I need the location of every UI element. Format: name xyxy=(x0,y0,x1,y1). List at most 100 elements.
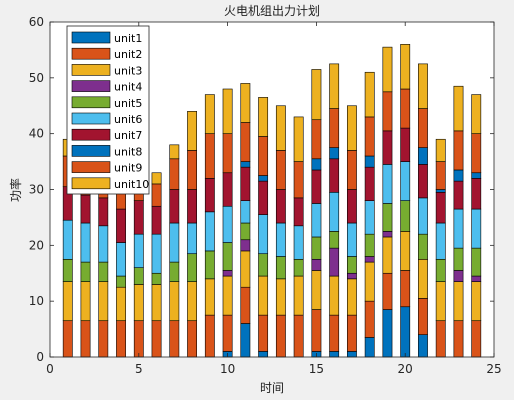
bar-segment-unit6-x16 xyxy=(329,191,340,232)
bar-segment-unit2-x16 xyxy=(329,314,340,352)
legend-label-unit8: unit8 xyxy=(114,145,142,158)
bar-segment-unit9-x14 xyxy=(293,161,304,199)
bar-segment-unit5-x11 xyxy=(240,222,251,241)
bar-segment-unit2-x7 xyxy=(169,320,180,358)
bar-segment-unit3-x5 xyxy=(133,284,144,322)
bar-segment-unit6-x6 xyxy=(151,233,162,274)
y-tick-label: 40 xyxy=(29,127,44,141)
bar-segment-unit3-x20 xyxy=(400,231,411,271)
legend-swatch-unit4 xyxy=(71,80,111,92)
bar-segment-unit2-x4 xyxy=(116,320,126,358)
bar-segment-unit10-x17 xyxy=(346,105,357,151)
bar-segment-unit2-x8 xyxy=(187,320,198,358)
bar-segment-unit7-x22 xyxy=(435,191,446,224)
bar-segment-unit10-x23 xyxy=(453,85,464,132)
bar-segment-unit3-x3 xyxy=(98,281,109,322)
bar-segment-unit2-x23 xyxy=(453,320,464,358)
bar-segment-unit2-x17 xyxy=(346,314,357,352)
legend-label-unit1: unit1 xyxy=(114,32,142,45)
bar-segment-unit5-x1 xyxy=(62,258,73,282)
bar-segment-unit10-x15 xyxy=(311,69,322,121)
bar-segment-unit9-x8 xyxy=(187,150,198,190)
bar-segment-unit9-x22 xyxy=(435,161,446,190)
bar-segment-unit9-x12 xyxy=(258,136,269,176)
bar-segment-unit7-x20 xyxy=(400,127,411,162)
bar-segment-unit3-x24 xyxy=(471,281,482,322)
bar-segment-unit6-x12 xyxy=(258,214,269,255)
bar-segment-unit6-x20 xyxy=(400,161,411,201)
bar-segment-unit6-x21 xyxy=(418,197,428,235)
bar-segment-unit6-x11 xyxy=(240,200,251,224)
bar-segment-unit4-x15 xyxy=(311,258,322,271)
bar-segment-unit6-x3 xyxy=(98,225,109,263)
bar-segment-unit6-x4 xyxy=(116,242,126,277)
bar-segment-unit8-x18 xyxy=(364,155,375,168)
bar-segment-unit5-x10 xyxy=(222,242,233,271)
bar-segment-unit7-x4 xyxy=(116,208,126,243)
bar-segment-unit10-x16 xyxy=(329,63,340,109)
bar-segment-unit9-x20 xyxy=(400,88,411,129)
bar-segment-unit9-x19 xyxy=(382,91,393,132)
bar-segment-unit5-x4 xyxy=(116,275,126,288)
x-tick-label: 20 xyxy=(398,362,413,376)
bar-segment-unit3-x23 xyxy=(453,281,464,322)
bar-segment-unit2-x12 xyxy=(258,314,269,352)
bar-segment-unit8-x15 xyxy=(311,158,322,171)
bar-segment-unit9-x16 xyxy=(329,108,340,148)
bar-segment-unit6-x15 xyxy=(311,203,322,238)
bar-segment-unit7-x23 xyxy=(453,180,464,210)
y-tick-label: 60 xyxy=(29,15,44,29)
bar-segment-unit3-x4 xyxy=(116,286,126,322)
bar-segment-unit8-x16 xyxy=(329,147,340,160)
bar-segment-unit9-x15 xyxy=(311,119,322,160)
bar-segment-unit5-x13 xyxy=(275,256,286,280)
bar-segment-unit7-x8 xyxy=(187,189,198,224)
bar-segment-unit1-x19 xyxy=(382,309,393,358)
bar-segment-unit5-x3 xyxy=(98,261,109,282)
bar-segment-unit4-x11 xyxy=(240,239,251,252)
bar-segment-unit2-x2 xyxy=(80,320,91,358)
bar-segment-unit10-x9 xyxy=(204,94,215,134)
bar-segment-unit5-x20 xyxy=(400,200,411,232)
bar-segment-unit9-x6 xyxy=(151,183,162,207)
bar-segment-unit3-x1 xyxy=(62,281,73,322)
bar-segment-unit7-x19 xyxy=(382,130,393,165)
bar-segment-unit6-x18 xyxy=(364,200,375,235)
bar-segment-unit1-x20 xyxy=(400,306,411,358)
bar-segment-unit5-x17 xyxy=(346,256,357,274)
bar-segment-unit6-x22 xyxy=(435,222,446,260)
bar-stacks xyxy=(62,44,482,358)
bar-segment-unit6-x7 xyxy=(169,222,180,263)
legend-swatch-unit6 xyxy=(71,112,111,125)
bar-segment-unit6-x23 xyxy=(453,208,464,249)
bar-segment-unit2-x14 xyxy=(293,314,304,358)
legend-label-unit5: unit5 xyxy=(114,97,142,110)
legend-label-unit10: unit10 xyxy=(114,178,149,191)
bar-segment-unit5-x15 xyxy=(311,236,322,260)
bar-segment-unit10-x22 xyxy=(435,138,446,162)
legend-label-unit2: unit2 xyxy=(114,48,142,61)
bar-segment-unit2-x13 xyxy=(275,314,286,358)
y-axis-label: 功率 xyxy=(8,178,23,202)
bar-segment-unit4-x24 xyxy=(471,275,482,282)
bar-segment-unit2-x20 xyxy=(400,270,411,308)
x-tick-label: 25 xyxy=(486,362,501,376)
bar-segment-unit8-x23 xyxy=(453,169,464,182)
bar-segment-unit10-x12 xyxy=(258,97,269,137)
legend: unit1 unit2 unit3 unit4 unit5 unit6 unit7 unit8… xyxy=(66,25,150,195)
legend-label-unit7: unit7 xyxy=(114,129,142,142)
bar-segment-unit5-x8 xyxy=(187,253,198,282)
bar-segment-unit6-x2 xyxy=(80,222,91,263)
bar-segment-unit2-x22 xyxy=(435,320,446,358)
bar-segment-unit2-x21 xyxy=(418,298,428,335)
bar-segment-unit10-x6 xyxy=(151,172,162,185)
x-tick-label: 0 xyxy=(46,362,54,376)
bar-segment-unit4-x16 xyxy=(329,247,340,277)
legend-label-unit3: unit3 xyxy=(114,64,142,77)
bar-segment-unit9-x23 xyxy=(453,130,464,171)
bar-segment-unit5-x12 xyxy=(258,253,269,277)
legend-swatch-unit7 xyxy=(71,128,111,141)
bar-segment-unit7-x16 xyxy=(329,158,340,193)
bar-segment-unit6-x13 xyxy=(275,222,286,257)
legend-label-unit4: unit4 xyxy=(114,81,142,94)
